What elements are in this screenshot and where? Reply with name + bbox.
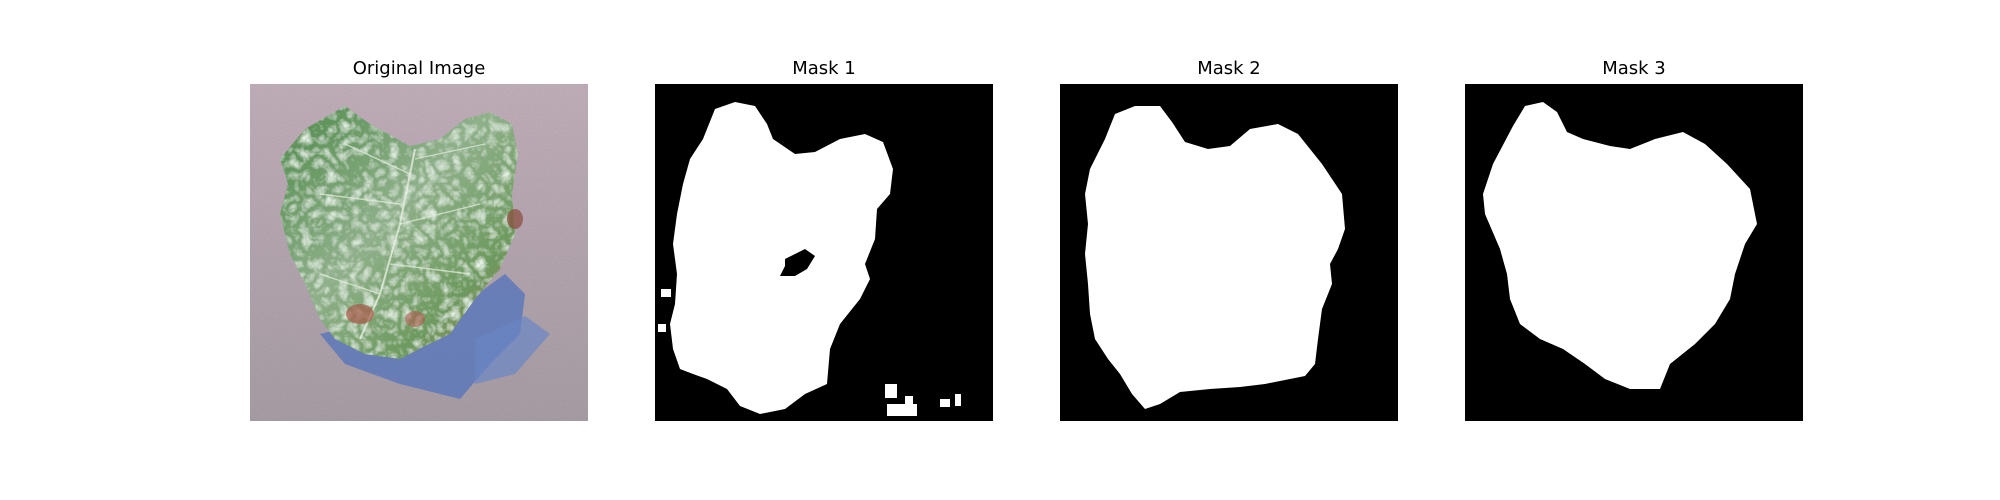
mask-2-image [1060,84,1398,421]
mask-speckle [887,404,917,416]
mask-speckle [1282,327,1285,330]
mask-speckle [661,289,671,297]
leaf-stain [405,311,425,327]
original-image [250,84,588,421]
mask-1-canvas [655,84,993,421]
mask-1-image [655,84,993,421]
mask-region [670,102,893,414]
mask-speckle [940,399,950,407]
mask-region [1085,106,1345,409]
leaf-shadow-right [475,316,550,384]
mask-speckle [885,384,897,398]
mask-speckle [905,396,913,406]
panel-title-mask-3: Mask 3 [1602,58,1666,79]
mask-region [1483,102,1757,389]
mask-3-image [1465,84,1803,421]
mask-speckle [955,394,961,406]
mask-2-canvas [1060,84,1398,421]
leaf [280,106,518,359]
panel-title-original-image: Original Image [352,58,486,79]
mask-3-canvas [1465,84,1803,421]
original-image-canvas [250,84,588,421]
leaf-stain [346,304,374,324]
panel-title-mask-2: Mask 2 [1197,58,1261,79]
mask-hole [780,249,815,276]
leaf-stain [507,209,523,229]
mask-speckle [658,324,666,332]
panel-title-mask-1: Mask 1 [792,58,856,79]
leaf-veins [319,143,486,295]
